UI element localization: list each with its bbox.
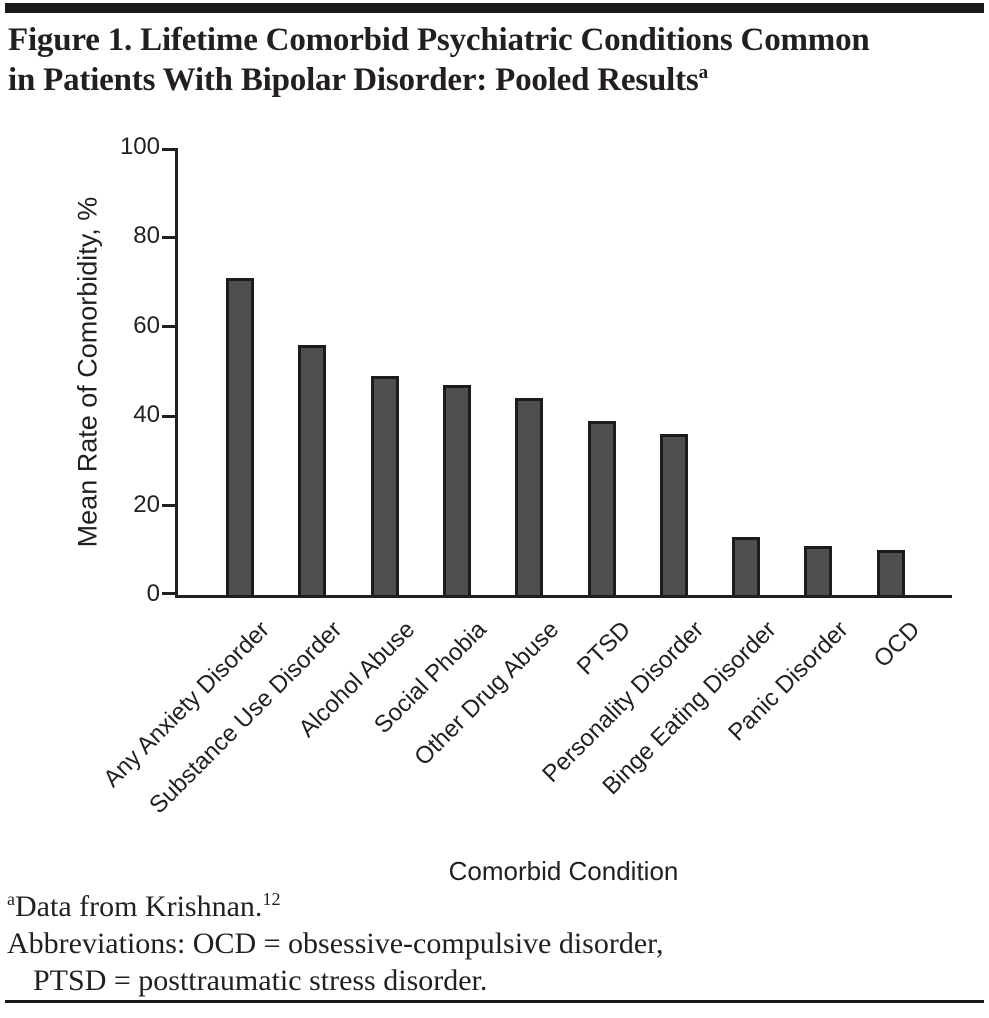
bar-1 [226,277,254,595]
x-axis-tick-label: OCD [868,616,926,673]
y-axis-tick [162,414,175,418]
footnote-line-3: PTSD = posttraumatic stress disorder. [33,964,488,997]
figure-title: Figure 1. Lifetime Comorbid Psychiatric … [8,20,983,100]
figure-title-line2: in Patients With Bipolar Disorder: Poole… [8,62,699,98]
bar-10 [876,550,905,595]
y-axis-tick [162,592,175,595]
y-axis-tick-label: 20 [133,490,160,518]
y-axis-tick-label: 80 [133,222,160,250]
y-axis-label: Mean Rate of Comorbidity, % [72,196,103,548]
bar-9 [804,545,833,595]
x-axis-tick-label: PTSD [572,616,637,681]
bar-6 [587,420,616,595]
y-axis-tick-label: 100 [119,133,160,160]
y-axis-tick [162,148,175,151]
y-axis-tick [162,325,175,329]
bar-3 [370,375,399,595]
bar-4 [442,384,471,595]
y-axis-tick-label: 0 [146,580,160,607]
y-axis-tick [162,504,175,508]
y-axis-tick-label: 40 [133,401,160,429]
bar-5 [515,398,544,595]
figure-title-superscript: a [698,62,709,83]
footnote-line-1: aData from Krishnan.12 [7,889,281,923]
footnote-line-2: Abbreviations: OCD = obsessive-compulsiv… [7,927,664,960]
bar-2 [298,344,327,595]
y-axis-tick-label: 60 [133,311,160,339]
x-axis-tick-labels: Any Anxiety Disorder Substance Use Disord… [98,604,949,859]
bottom-rule [5,1000,984,1003]
bar-8 [732,536,761,595]
top-rule [5,3,984,13]
x-axis-title: Comorbid Condition [448,856,679,886]
y-axis-tick [162,235,175,239]
plot-area: 0 20 40 60 80 100 [120,133,952,607]
footnotes: aData from Krishnan.12 Abbreviations: OCD… [7,888,663,999]
bar-7 [659,434,688,595]
figure-title-line1: Figure 1. Lifetime Comorbid Psychiatric … [8,22,870,58]
